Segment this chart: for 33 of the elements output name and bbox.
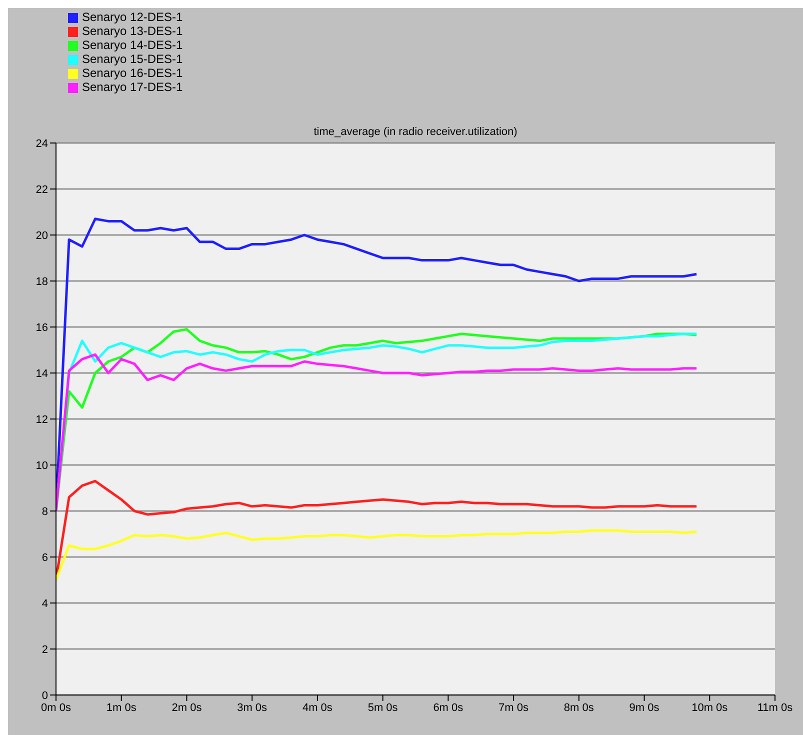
x-tick-label: 11m 0s	[757, 702, 794, 714]
legend-label: Senaryo 14-DES-1	[82, 38, 183, 52]
y-tick-label: 10	[36, 460, 48, 472]
y-tick-label: 2	[42, 644, 48, 656]
y-tick-label: 20	[36, 230, 48, 242]
x-tick-label: 10m 0s	[692, 702, 728, 714]
y-tick-label: 18	[36, 276, 48, 288]
y-tick-label: 16	[36, 322, 48, 334]
legend-label: Senaryo 12-DES-1	[82, 10, 183, 24]
chart-title: time_average (in radio receiver.utilization)	[312, 126, 518, 138]
y-tick-label: 12	[36, 414, 48, 426]
y-tick-label: 8	[42, 506, 48, 518]
y-tick-label: 4	[42, 598, 48, 610]
x-tick-label: 7m 0s	[498, 702, 530, 714]
line-series	[56, 529, 698, 582]
x-tick-label: 2m 0s	[172, 702, 202, 714]
y-tick-label: 14	[36, 368, 48, 380]
y-tick-label: 22	[36, 184, 48, 196]
x-tick-label: 0m 0s	[41, 702, 72, 714]
x-tick-label: 3m 0s	[237, 702, 268, 714]
legend-label: Senaryo 13-DES-1	[82, 24, 183, 38]
legend-label: Senaryo 15-DES-1	[82, 52, 183, 66]
y-tick-label: 0	[42, 690, 48, 702]
x-tick-label: 1m 0s	[106, 702, 137, 714]
x-tick-label: 4m 0s	[302, 702, 333, 714]
x-tick-label: 9m 0s	[629, 702, 660, 714]
y-tick-label: 6	[42, 552, 48, 564]
x-tick-label: 5m 0s	[368, 702, 398, 714]
x-tick-label: 6m 0s	[433, 702, 464, 714]
legend-label: Senaryo 16-DES-1	[82, 66, 183, 80]
legend-label: Senaryo 17-DES-1	[82, 80, 183, 94]
x-tick-label: 8m 0s	[564, 702, 594, 714]
y-tick-label: 24	[36, 138, 48, 150]
